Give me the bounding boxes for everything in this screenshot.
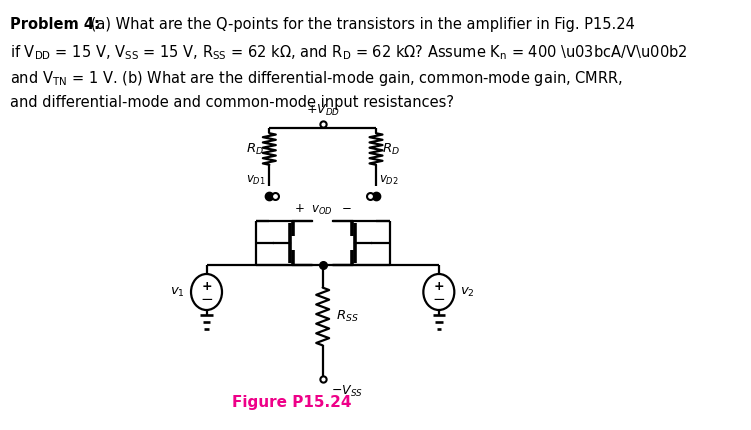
Text: $v_{D2}$: $v_{D2}$: [379, 174, 400, 187]
Text: (a) What are the Q-points for the transistors in the amplifier in Fig. P15.24: (a) What are the Q-points for the transi…: [86, 17, 635, 32]
Text: Problem 4:: Problem 4:: [11, 17, 100, 32]
Text: $v_1$: $v_1$: [170, 286, 185, 298]
Text: $v_{D1}$: $v_{D1}$: [246, 174, 266, 187]
Text: $+V_{DD}$: $+V_{DD}$: [306, 103, 339, 118]
Text: and differential-mode and common-mode input resistances?: and differential-mode and common-mode in…: [11, 95, 454, 110]
Text: Figure P15.24: Figure P15.24: [232, 395, 351, 410]
Text: $-V_{SS}$: $-V_{SS}$: [331, 384, 363, 399]
Text: $R_D$: $R_D$: [382, 141, 400, 157]
Text: $+\ \ v_{OD}\ \ -$: $+\ \ v_{OD}\ \ -$: [294, 203, 351, 217]
Text: $R_D$: $R_D$: [246, 141, 264, 157]
Text: $R_{SS}$: $R_{SS}$: [336, 309, 359, 324]
Text: +: +: [433, 280, 444, 292]
Text: +: +: [201, 280, 212, 292]
Text: if $\mathrm{V_{DD}}$ = 15 V, $\mathrm{V_{SS}}$ = 15 V, $\mathrm{R_{SS}}$ = 62 k$: if $\mathrm{V_{DD}}$ = 15 V, $\mathrm{V_…: [11, 43, 688, 61]
Text: and $\mathrm{V_{TN}}$ = 1 V. (b) What are the differential-mode gain, common-mod: and $\mathrm{V_{TN}}$ = 1 V. (b) What ar…: [11, 69, 623, 88]
Text: $v_2$: $v_2$: [460, 286, 475, 298]
Text: −: −: [200, 292, 213, 307]
Text: −: −: [433, 292, 445, 307]
